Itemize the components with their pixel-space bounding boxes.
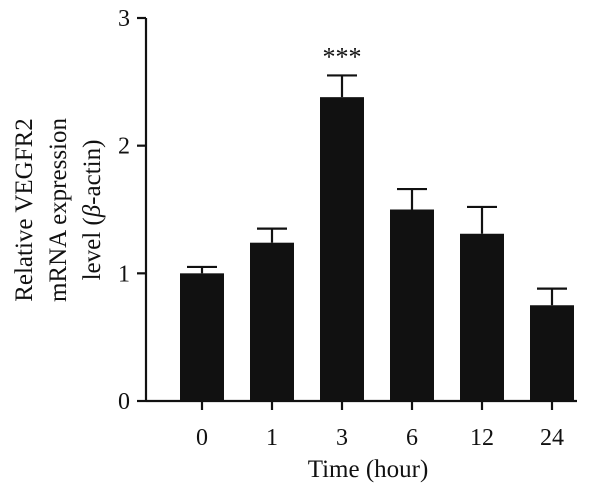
- y-axis-title-line-1: Relative VEGFR2: [11, 118, 38, 302]
- y-axis: 0 1 2 3: [118, 6, 148, 415]
- y-tick-label: 2: [118, 134, 130, 160]
- bar: [530, 305, 574, 401]
- x-tick-label: 24: [540, 425, 564, 451]
- bar: [390, 209, 434, 401]
- y-axis-title-line-3: level (β-actin): [79, 140, 106, 281]
- y-axis-title-beta: β: [79, 204, 106, 218]
- bar: [250, 242, 294, 401]
- bar: [320, 97, 364, 402]
- y-axis-title-line-3-suffix: -actin): [79, 140, 106, 205]
- bar: [180, 273, 224, 401]
- x-axis: 0 1 3 6 12 24: [146, 399, 577, 451]
- bar: [460, 233, 504, 401]
- x-tick-label: 3: [336, 425, 348, 451]
- x-tick-label: 0: [196, 425, 208, 451]
- y-tick-label: 3: [118, 6, 130, 32]
- x-tick-label: 1: [266, 425, 278, 451]
- y-axis-title-line-3-prefix: level (: [79, 217, 106, 280]
- y-tick-label: 1: [118, 261, 130, 287]
- x-tick-label: 6: [406, 425, 418, 451]
- y-axis-title: Relative VEGFR2 mRNA expression level (β…: [11, 117, 106, 302]
- y-tick-label: 0: [118, 389, 130, 415]
- y-axis-title-line-2: mRNA expression: [45, 117, 72, 302]
- x-axis-title: Time (hour): [308, 456, 429, 483]
- significance-marker: ***: [323, 42, 362, 71]
- x-tick-label: 12: [470, 425, 494, 451]
- bars-group: ***: [180, 42, 574, 402]
